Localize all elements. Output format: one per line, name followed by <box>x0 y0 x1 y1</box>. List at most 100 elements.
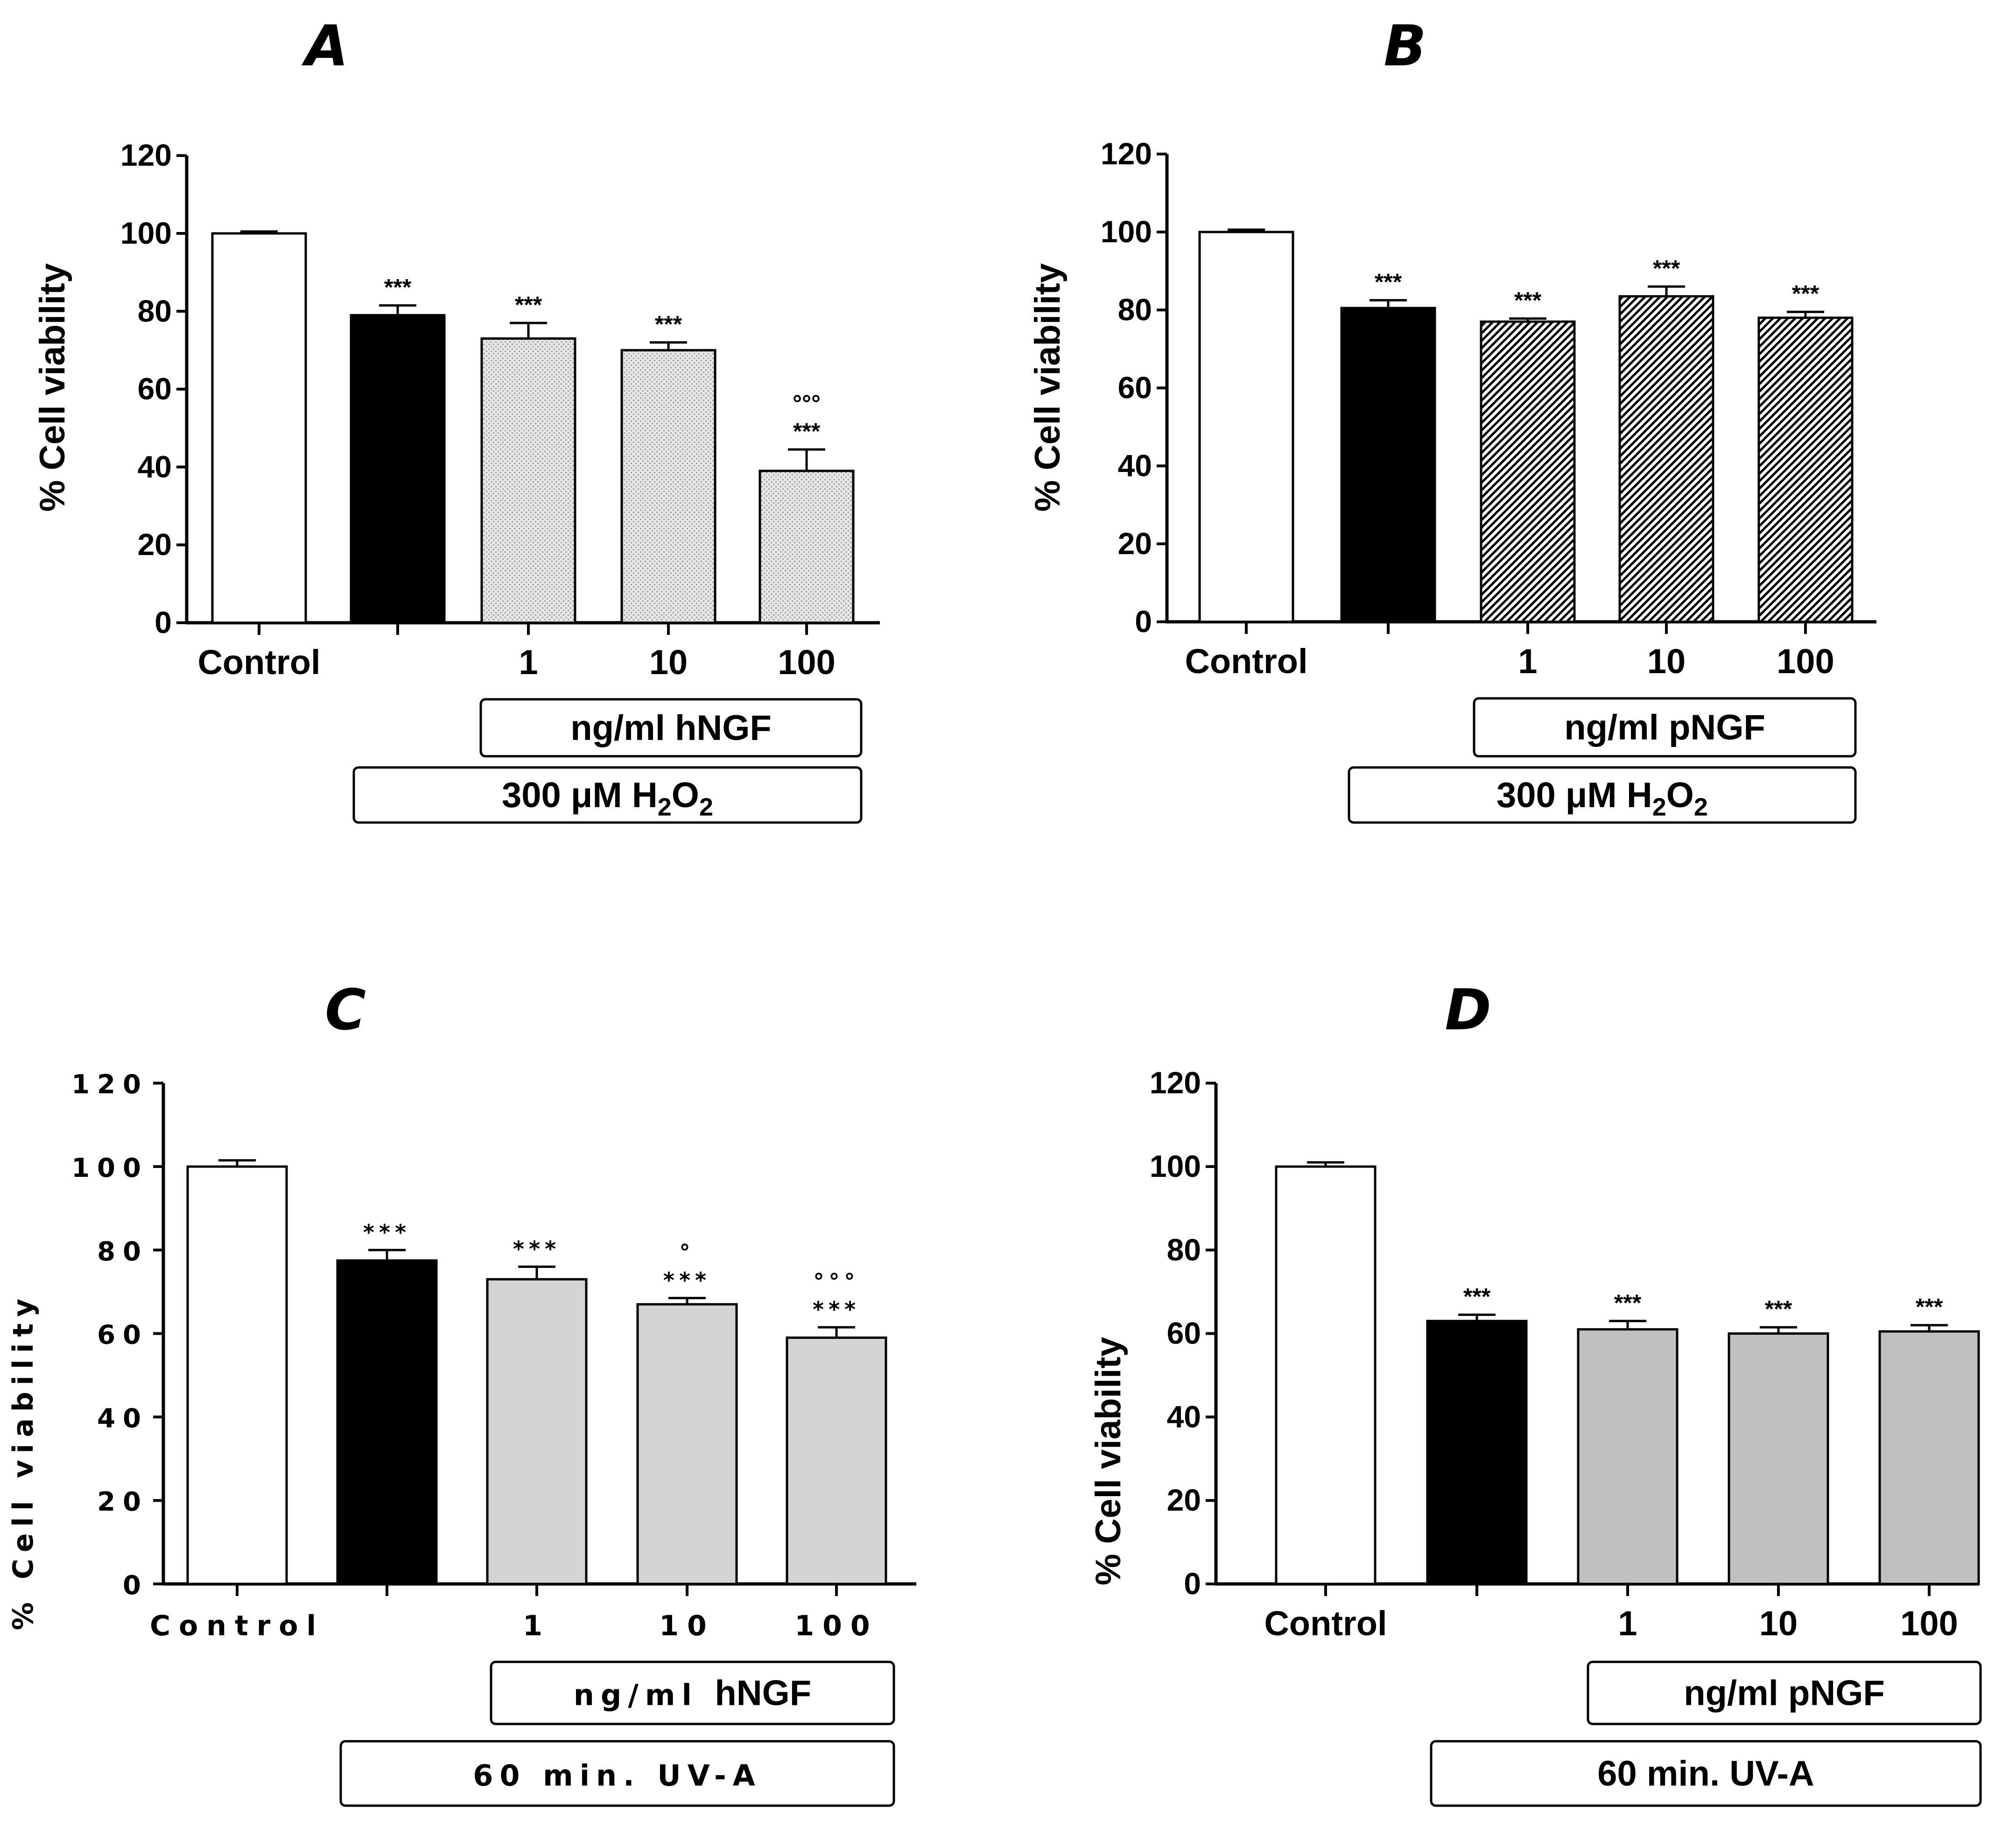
stress-text: 60 min. UV-A <box>473 1759 762 1793</box>
bar <box>350 314 446 624</box>
y-tick-label: 0 <box>1184 1566 1201 1601</box>
y-tick-label: 20 <box>1167 1483 1201 1517</box>
x-tick-label: Control <box>197 643 320 682</box>
bar <box>211 232 307 624</box>
bar <box>486 1278 588 1585</box>
subscript: 2 <box>1652 793 1666 821</box>
y-tick-label: 40 <box>97 1403 148 1434</box>
significance-label-secondary: °°° <box>793 390 821 416</box>
bar <box>1618 295 1714 623</box>
subscript: 2 <box>1694 793 1708 821</box>
y-tick-label: 0 <box>155 605 172 640</box>
significance-label: *** <box>1514 287 1542 313</box>
treatment-box-stress-label: 60 min. UV-A <box>473 1759 762 1793</box>
significance-label: *** <box>363 1220 411 1245</box>
y-tick-label: 0 <box>1135 604 1152 639</box>
y-tick-label: 80 <box>138 294 172 328</box>
treatment-box-ngf <box>1587 1660 1982 1725</box>
significance-label-secondary: ° <box>680 1240 695 1265</box>
bar <box>1275 1165 1377 1585</box>
y-tick-label: 100 <box>120 216 172 250</box>
panel-letter: C <box>325 978 366 1043</box>
x-tick-label: 1 <box>1518 642 1537 681</box>
treatment-box-stress-label: 60 min. UV-A <box>1597 1754 1814 1794</box>
treatment-box-stress-label: 300 μM H2O2 <box>1496 775 1708 821</box>
x-tick-label: 10 <box>1759 1604 1798 1643</box>
treatment-box-stress <box>352 766 863 824</box>
x-tick-label: 10 <box>649 643 688 682</box>
panel-letter: D <box>1445 978 1491 1043</box>
x-tick-label: 1 <box>1618 1604 1637 1643</box>
formula-part: O <box>1666 775 1694 815</box>
chart-panel-c: C 0 20 40 60 80 100 120 % Cell viability Control *… <box>7 978 916 1807</box>
significance-label: *** <box>663 1268 711 1293</box>
x-tick-label: 1 <box>523 1610 551 1642</box>
bar <box>1340 307 1436 623</box>
chart-panel-b: B 0 20 40 60 80 100 120 % Cell viability Control *… <box>1028 14 1876 824</box>
stress-text: 300 μM H <box>1496 775 1652 815</box>
bar <box>336 1259 438 1585</box>
bar <box>1577 1328 1679 1585</box>
y-tick-label: 40 <box>1167 1399 1201 1434</box>
bar <box>759 470 855 624</box>
x-tick-label: 100 <box>794 1610 878 1642</box>
treatment-box-ngf <box>479 698 863 758</box>
x-tick-label: 10 <box>1647 642 1686 681</box>
significance-label: *** <box>1463 1283 1491 1309</box>
chart-panel-a: A 0 20 40 60 80 100 120 % Cell viability Control *… <box>33 14 880 824</box>
significance-label: *** <box>1916 1294 1943 1320</box>
significance-label: *** <box>655 311 682 338</box>
significance-label: *** <box>793 418 821 444</box>
x-tick-label: 100 <box>1777 642 1834 681</box>
significance-label: *** <box>1792 281 1819 307</box>
significance-label: *** <box>813 1297 860 1322</box>
x-tick-label: 10 <box>659 1610 715 1642</box>
treatment-box-stress <box>1348 766 1857 824</box>
y-tick-label: 20 <box>138 527 172 562</box>
treatment-box-stress-label: 300 μM H2O2 <box>502 775 713 821</box>
stress-text: 300 μM H <box>502 775 658 815</box>
y-tick-label: 100 <box>1150 1149 1201 1183</box>
treatment-box-stress <box>339 1740 895 1807</box>
significance-label-secondary: °°° <box>814 1269 860 1294</box>
x-tick-label: Control <box>150 1610 324 1642</box>
y-tick-label: 40 <box>1118 448 1152 483</box>
ngf-name: hNGF <box>715 1674 811 1713</box>
y-tick-label: 120 <box>1150 1065 1201 1100</box>
y-tick-label: 0 <box>123 1570 148 1601</box>
treatment-box-ngf-label: ng/ml pNGF <box>1684 1674 1885 1713</box>
formula-part: O <box>672 775 699 815</box>
bar <box>480 337 576 624</box>
x-tick-label: Control <box>1185 642 1307 681</box>
significance-label: *** <box>513 1237 561 1262</box>
bar <box>1878 1330 1980 1585</box>
y-axis-label: % Cell viability <box>7 1292 40 1630</box>
significance-label: *** <box>1375 269 1402 295</box>
bar <box>186 1165 288 1585</box>
significance-label: *** <box>515 292 542 318</box>
y-axis-label: % Cell viability <box>1028 263 1068 512</box>
significance-label: *** <box>1653 255 1680 281</box>
chart-panel-d: D 0 20 40 60 80 100 120 % Cell viability Control *… <box>1089 978 1982 1807</box>
y-tick-label: 120 <box>71 1069 148 1100</box>
y-tick-label: 120 <box>1101 136 1152 171</box>
y-tick-label: 100 <box>1101 214 1152 249</box>
bar <box>1480 320 1576 623</box>
y-tick-label: 20 <box>1118 526 1152 561</box>
y-tick-label: 120 <box>120 138 172 172</box>
treatment-box-ngf-label: ng/ml hNGF <box>574 1674 811 1713</box>
y-axis-label: % Cell viability <box>1089 1337 1128 1585</box>
bar <box>620 349 716 624</box>
y-tick-label: 60 <box>97 1320 148 1351</box>
y-tick-label: 100 <box>71 1153 148 1183</box>
x-tick-label: 100 <box>1900 1604 1958 1643</box>
y-tick-label: 40 <box>138 449 172 484</box>
bar <box>1757 317 1854 623</box>
y-tick-label: 80 <box>97 1237 148 1267</box>
treatment-box-ngf <box>490 1660 895 1725</box>
treatment-box-ngf-label: ng/ml pNGF <box>1564 708 1765 747</box>
x-tick-label: 100 <box>778 643 835 682</box>
x-tick-label: 1 <box>519 643 538 682</box>
significance-label: *** <box>384 274 412 300</box>
